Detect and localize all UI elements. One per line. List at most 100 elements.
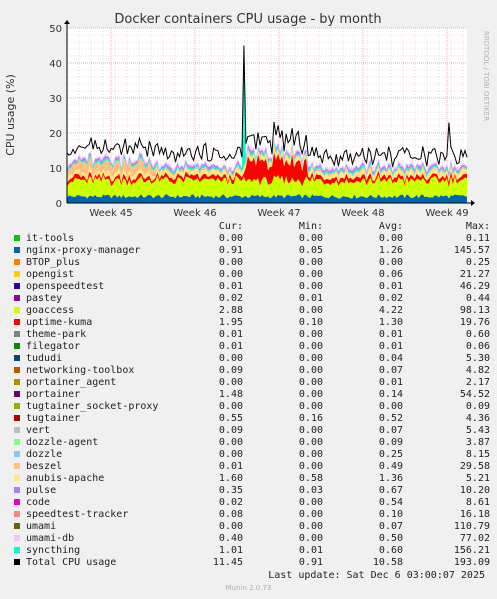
y-tick-label: 10 <box>49 164 62 175</box>
legend-min-value: 0.00 <box>298 533 323 544</box>
legend-max-value: 0.09 <box>465 401 490 412</box>
legend-row: dozzle 0.00 0.00 0.25 8.15 <box>12 449 492 461</box>
legend-min-value: 0.10 <box>298 317 323 328</box>
legend-cur-value: 0.00 <box>218 353 243 364</box>
y-tick-label: 40 <box>49 59 62 70</box>
legend-cur-value: 0.01 <box>218 461 243 472</box>
legend-row: pulse 0.35 0.03 0.67 10.20 <box>12 485 492 497</box>
legend-avg-value: 0.49 <box>378 461 403 472</box>
legend-avg-value: 0.01 <box>378 377 403 388</box>
legend-row: anubis-apache 1.60 0.58 1.36 5.21 <box>12 473 492 485</box>
legend-swatch <box>14 271 20 277</box>
x-tick-label: Week 47 <box>257 208 300 219</box>
legend-row: openspeedtest 0.01 0.00 0.01 46.29 <box>12 281 492 293</box>
legend-min-value: 0.00 <box>298 353 323 364</box>
legend-series-name: speedtest-tracker <box>26 509 129 520</box>
legend-series-name: portainer <box>26 389 81 400</box>
legend-max-value: 29.58 <box>459 461 490 472</box>
legend-swatch <box>14 379 20 385</box>
legend-cur-value: 2.88 <box>218 305 243 316</box>
legend-series-name: tugtainer_socket-proxy <box>26 401 159 412</box>
legend-cur-value: 1.60 <box>218 473 243 484</box>
legend-swatch <box>14 319 20 325</box>
y-axis-label: CPU usage (%) <box>4 74 17 156</box>
legend-row: Total CPU usage 11.45 0.91 10.58 193.09 <box>12 557 492 569</box>
legend-swatch <box>14 343 20 349</box>
legend-series-name: networking-toolbox <box>26 365 135 376</box>
legend-min-value: 0.00 <box>298 341 323 352</box>
legend-swatch <box>14 511 20 517</box>
legend-cur-value: 0.00 <box>218 401 243 412</box>
legend-swatch <box>14 367 20 373</box>
legend-row: tududi 0.00 0.00 0.04 5.30 <box>12 353 492 365</box>
legend-table: Cur: Min: Avg: Max: it-tools 0.00 0.00 0.00… <box>12 221 492 569</box>
legend-min-value: 0.00 <box>298 365 323 376</box>
legend-row: umami 0.00 0.00 0.07 110.79 <box>12 521 492 533</box>
legend-cur-value: 0.00 <box>218 269 243 280</box>
legend-cur-value: 0.01 <box>218 329 243 340</box>
legend-row: syncthing 1.01 0.01 0.60 156.21 <box>12 545 492 557</box>
legend-series-name: tududi <box>26 353 63 364</box>
legend-cur-value: 0.00 <box>218 377 243 388</box>
y-tick-label: 30 <box>49 94 62 105</box>
legend-series-name: dozzle-agent <box>26 437 99 448</box>
x-tick-labels: Week 45 Week 46 Week 47 Week 48 Week 49 <box>89 208 468 219</box>
legend-header-avg: Avg: <box>378 221 403 232</box>
legend-min-value: 0.00 <box>298 521 323 532</box>
legend-min-value: 0.01 <box>298 293 323 304</box>
legend-avg-value: 0.00 <box>378 233 403 244</box>
legend-row: umami-db 0.40 0.00 0.50 77.02 <box>12 533 492 545</box>
legend-header-cur: Cur: <box>218 221 243 232</box>
x-tick-label: Week 49 <box>425 208 468 219</box>
legend-avg-value: 0.06 <box>378 269 403 280</box>
legend-cur-value: 0.09 <box>218 425 243 436</box>
legend-swatch <box>14 559 20 565</box>
legend-avg-value: 0.02 <box>378 293 403 304</box>
legend-series-name: anubis-apache <box>26 473 105 484</box>
legend-series-name: umami-db <box>26 533 75 544</box>
legend-series-name: beszel <box>26 461 63 472</box>
legend-series-name: portainer_agent <box>26 377 117 388</box>
plot-axes <box>64 20 475 206</box>
legend-max-value: 2.17 <box>465 377 490 388</box>
legend-avg-value: 0.67 <box>378 485 403 496</box>
legend-min-value: 0.00 <box>298 389 323 400</box>
legend-cur-value: 0.02 <box>218 293 243 304</box>
legend-cur-value: 11.45 <box>212 557 243 568</box>
legend-row: networking-toolbox 0.09 0.00 0.07 4.82 <box>12 365 492 377</box>
legend-series-name: openspeedtest <box>26 281 105 292</box>
legend-max-value: 4.82 <box>465 365 490 376</box>
legend-row: opengist 0.00 0.00 0.06 21.27 <box>12 269 492 281</box>
legend-row: tugtainer 0.55 0.16 0.52 4.36 <box>12 413 492 425</box>
legend-cur-value: 0.40 <box>218 533 243 544</box>
legend-swatch <box>14 391 20 397</box>
legend-max-value: 145.57 <box>453 245 490 256</box>
area-uptime-kuma <box>67 151 467 188</box>
legend-avg-value: 0.07 <box>378 365 403 376</box>
legend-series-name: syncthing <box>26 545 81 556</box>
legend-max-value: 193.09 <box>453 557 490 568</box>
legend-max-value: 16.18 <box>459 509 490 520</box>
legend-avg-value: 0.01 <box>378 281 403 292</box>
legend-max-value: 0.44 <box>465 293 490 304</box>
legend-avg-value: 0.07 <box>378 521 403 532</box>
legend-series-name: pastey <box>26 293 63 304</box>
legend-cur-value: 0.02 <box>218 497 243 508</box>
legend-max-value: 54.52 <box>459 389 490 400</box>
legend-cur-value: 1.48 <box>218 389 243 400</box>
legend-avg-value: 0.60 <box>378 545 403 556</box>
legend-min-value: 0.00 <box>298 497 323 508</box>
legend-series-name: umami <box>26 521 57 532</box>
legend-max-value: 5.30 <box>465 353 490 364</box>
legend-max-value: 46.29 <box>459 281 490 292</box>
x-axis-arrow <box>471 200 475 206</box>
legend-row: dozzle-agent 0.00 0.00 0.09 3.87 <box>12 437 492 449</box>
legend-min-value: 0.00 <box>298 281 323 292</box>
legend-series-name: filegator <box>26 341 81 352</box>
legend-avg-value: 0.25 <box>378 449 403 460</box>
legend-max-value: 0.06 <box>465 341 490 352</box>
legend-avg-value: 1.26 <box>378 245 403 256</box>
legend-avg-value: 0.04 <box>378 353 403 364</box>
legend-series-name: nginx-proxy-manager <box>26 245 141 256</box>
legend-row: tugtainer_socket-proxy 0.00 0.00 0.00 0.09 <box>12 401 492 413</box>
